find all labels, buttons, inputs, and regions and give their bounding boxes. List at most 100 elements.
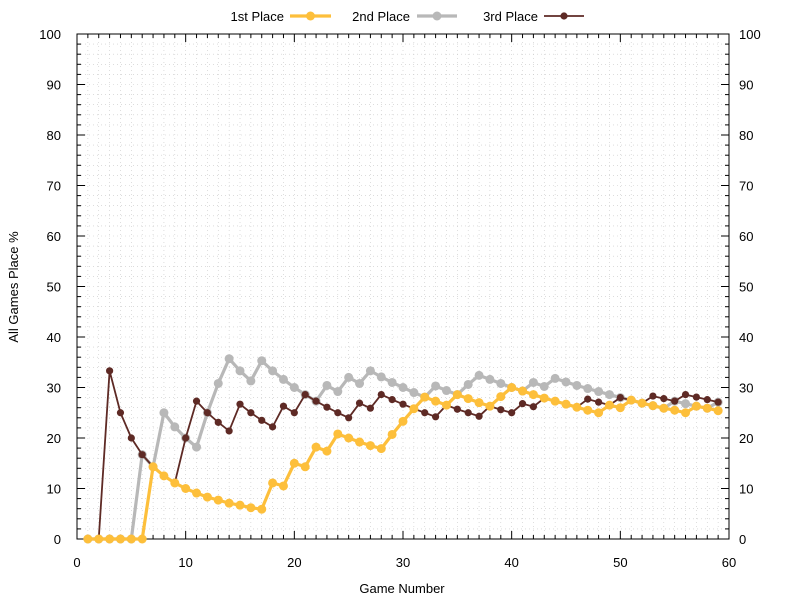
data-point bbox=[355, 378, 365, 388]
data-point bbox=[431, 381, 441, 391]
data-point bbox=[333, 429, 343, 439]
data-point bbox=[365, 441, 375, 451]
data-point bbox=[637, 398, 647, 408]
data-point bbox=[681, 390, 690, 399]
data-point bbox=[649, 392, 657, 400]
data-point bbox=[616, 394, 624, 402]
data-point bbox=[224, 498, 234, 508]
x-tick-label: 0 bbox=[73, 555, 80, 570]
y-tick-label-left: 0 bbox=[54, 532, 61, 547]
data-point bbox=[398, 416, 408, 426]
data-point bbox=[432, 413, 440, 421]
data-point bbox=[518, 400, 527, 408]
legend-marker bbox=[560, 12, 568, 20]
data-point bbox=[300, 462, 310, 472]
y-tick-label-right: 50 bbox=[739, 280, 753, 295]
y-tick-label-right: 90 bbox=[739, 78, 753, 93]
data-point bbox=[235, 366, 245, 376]
data-point bbox=[681, 408, 691, 418]
y-tick-label-left: 50 bbox=[47, 280, 61, 295]
data-point bbox=[94, 534, 104, 544]
y-tick-label-right: 60 bbox=[739, 229, 753, 244]
data-point bbox=[203, 409, 211, 417]
data-point bbox=[463, 394, 473, 404]
legend: 1st Place 2nd Place 3rd Place bbox=[231, 9, 584, 24]
x-axis-title: Game Number bbox=[359, 581, 445, 596]
data-point bbox=[365, 366, 375, 376]
data-point bbox=[236, 400, 244, 408]
y-tick-label-right: 100 bbox=[739, 27, 761, 42]
y-tick-label-right: 80 bbox=[739, 128, 753, 143]
data-point bbox=[409, 388, 419, 398]
y-tick-label-right: 70 bbox=[739, 179, 753, 194]
data-point bbox=[376, 372, 386, 382]
data-point bbox=[213, 495, 223, 505]
data-point bbox=[528, 390, 538, 400]
data-point bbox=[333, 387, 343, 397]
data-point bbox=[323, 403, 331, 411]
y-tick-label-right: 40 bbox=[739, 330, 753, 345]
data-point bbox=[595, 398, 603, 406]
data-point bbox=[235, 500, 245, 510]
legend-label: 3rd Place bbox=[483, 9, 538, 24]
data-point bbox=[604, 390, 614, 400]
data-point bbox=[561, 377, 571, 387]
data-point bbox=[290, 409, 298, 417]
data-point bbox=[496, 378, 506, 388]
data-point bbox=[192, 442, 202, 452]
data-point bbox=[399, 400, 407, 408]
data-point bbox=[344, 433, 354, 443]
data-point bbox=[170, 422, 180, 432]
data-point bbox=[192, 397, 201, 405]
data-point bbox=[387, 377, 397, 387]
data-point bbox=[138, 451, 146, 459]
data-point bbox=[289, 383, 299, 392]
data-point bbox=[420, 392, 430, 402]
data-point bbox=[496, 392, 506, 402]
data-point bbox=[268, 478, 278, 488]
data-point bbox=[702, 403, 712, 413]
data-point bbox=[671, 397, 679, 405]
legend-item: 2nd Place bbox=[352, 9, 457, 24]
data-point bbox=[474, 370, 484, 380]
y-tick-label-left: 20 bbox=[47, 431, 61, 446]
data-point bbox=[170, 478, 180, 488]
data-point bbox=[115, 534, 125, 544]
data-point bbox=[550, 373, 560, 383]
data-point bbox=[452, 390, 462, 400]
y-tick-label-left: 40 bbox=[47, 330, 61, 345]
data-point bbox=[583, 405, 593, 415]
x-tick-label: 60 bbox=[722, 555, 736, 570]
data-point bbox=[202, 492, 212, 502]
data-point bbox=[561, 399, 571, 409]
data-point bbox=[278, 374, 288, 384]
data-point bbox=[660, 395, 668, 403]
data-point bbox=[105, 534, 115, 544]
data-point bbox=[322, 380, 332, 390]
data-point bbox=[137, 534, 147, 544]
data-point bbox=[409, 404, 419, 414]
data-point bbox=[192, 488, 202, 498]
data-point bbox=[344, 372, 354, 382]
data-point bbox=[594, 408, 604, 418]
legend-label: 2nd Place bbox=[352, 9, 410, 24]
legend-marker bbox=[432, 11, 442, 21]
data-point bbox=[387, 429, 397, 439]
data-point bbox=[126, 534, 136, 544]
data-point bbox=[714, 398, 722, 406]
data-point bbox=[159, 471, 169, 481]
data-point bbox=[181, 484, 191, 493]
data-point bbox=[301, 390, 309, 399]
data-point bbox=[421, 409, 429, 417]
data-point bbox=[691, 401, 701, 411]
data-point bbox=[376, 444, 386, 454]
data-point bbox=[594, 387, 604, 397]
legend-label: 1st Place bbox=[231, 9, 284, 24]
data-point bbox=[106, 367, 114, 375]
y-axis-title: All Games Place % bbox=[6, 231, 21, 343]
data-point bbox=[224, 354, 234, 364]
series-1st-place bbox=[83, 383, 723, 544]
data-point bbox=[258, 416, 266, 424]
data-point bbox=[355, 399, 364, 407]
